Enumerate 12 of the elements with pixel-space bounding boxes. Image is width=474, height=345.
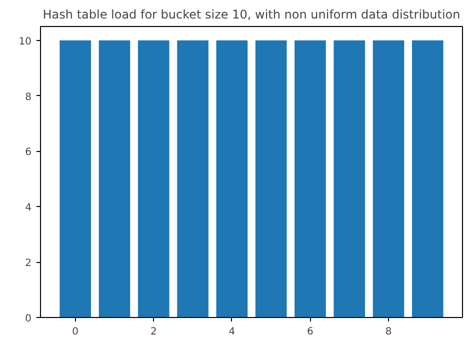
y-tick-label: 2: [25, 258, 32, 270]
x-tick-label: 0: [72, 326, 79, 338]
x-tick-label: 6: [307, 326, 314, 338]
y-tick-label: 10: [18, 36, 32, 48]
y-tick-label: 8: [25, 92, 32, 103]
x-tick-label: 8: [385, 326, 392, 338]
y-tick-label: 6: [25, 147, 32, 158]
y-tick-label: 4: [25, 202, 32, 214]
chart-title: Hash table load for bucket size 10, with non uniform data distribution: [42, 8, 460, 22]
x-tick-label: 4: [228, 326, 236, 338]
y-tick-label: 0: [25, 314, 32, 324]
x-tick-label: 2: [150, 326, 157, 338]
